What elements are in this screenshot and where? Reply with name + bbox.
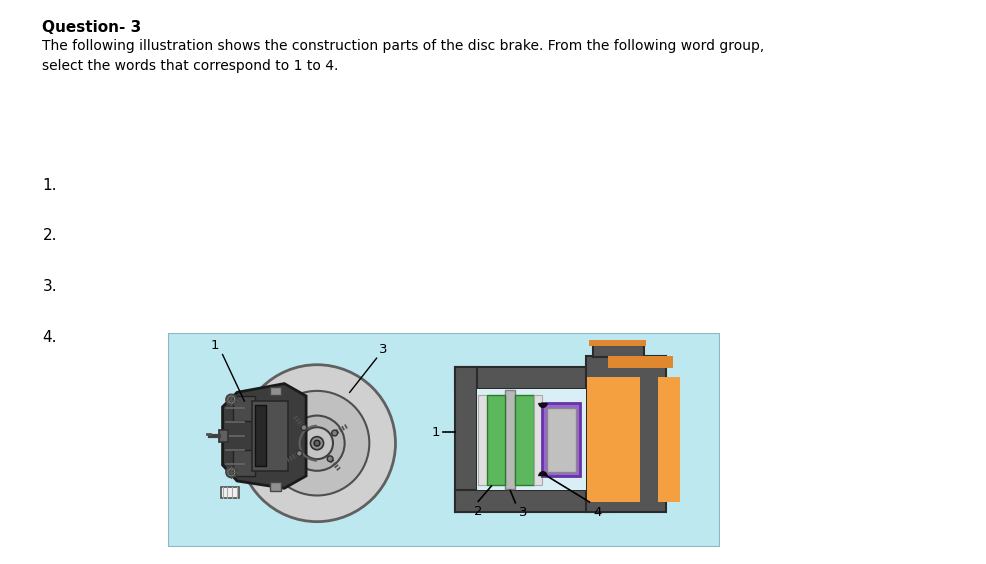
Bar xyxy=(533,394,541,484)
Bar xyxy=(269,482,281,491)
Bar xyxy=(607,356,672,368)
Bar xyxy=(515,394,533,484)
Circle shape xyxy=(311,437,323,450)
Text: 4.: 4. xyxy=(42,330,57,345)
Bar xyxy=(541,403,580,476)
Bar xyxy=(255,406,266,466)
Bar xyxy=(221,487,239,497)
Bar xyxy=(593,345,643,357)
Circle shape xyxy=(264,391,369,496)
Bar xyxy=(234,396,255,421)
Circle shape xyxy=(239,365,395,522)
Text: 3: 3 xyxy=(519,506,527,519)
Circle shape xyxy=(229,398,234,402)
Text: select the words that correspond to 1 to 4.: select the words that correspond to 1 to… xyxy=(42,59,338,73)
Bar xyxy=(505,390,515,489)
Text: Question- 3: Question- 3 xyxy=(42,20,142,35)
Bar xyxy=(589,340,646,346)
Bar xyxy=(234,451,255,476)
Text: 1.: 1. xyxy=(42,178,57,193)
Bar xyxy=(586,356,666,512)
Text: 1: 1 xyxy=(432,426,440,439)
Text: 2: 2 xyxy=(473,505,482,518)
Bar xyxy=(455,491,607,512)
Bar xyxy=(455,367,607,389)
Bar xyxy=(587,377,639,502)
Circle shape xyxy=(314,440,319,446)
Bar xyxy=(251,401,288,471)
Circle shape xyxy=(301,425,307,430)
Wedge shape xyxy=(538,403,547,408)
Circle shape xyxy=(296,451,302,456)
Circle shape xyxy=(229,470,234,474)
Circle shape xyxy=(226,467,236,477)
Text: 1: 1 xyxy=(210,340,219,352)
Bar xyxy=(455,367,476,512)
Bar xyxy=(486,394,505,484)
Text: 4: 4 xyxy=(593,506,600,519)
Circle shape xyxy=(331,430,337,436)
Circle shape xyxy=(226,394,236,405)
Text: 3.: 3. xyxy=(42,279,57,294)
Bar xyxy=(219,430,228,442)
Bar xyxy=(476,389,586,491)
Bar xyxy=(658,377,679,502)
Text: 3: 3 xyxy=(379,343,387,356)
Bar xyxy=(269,386,281,395)
Text: The following illustration shows the construction parts of the disc brake. From : The following illustration shows the con… xyxy=(42,39,764,54)
Bar xyxy=(478,394,486,484)
Circle shape xyxy=(301,427,332,459)
Circle shape xyxy=(326,456,332,462)
Wedge shape xyxy=(538,472,547,476)
Bar xyxy=(546,408,575,472)
Circle shape xyxy=(289,416,344,471)
Text: 2.: 2. xyxy=(42,228,57,244)
Polygon shape xyxy=(222,384,306,488)
